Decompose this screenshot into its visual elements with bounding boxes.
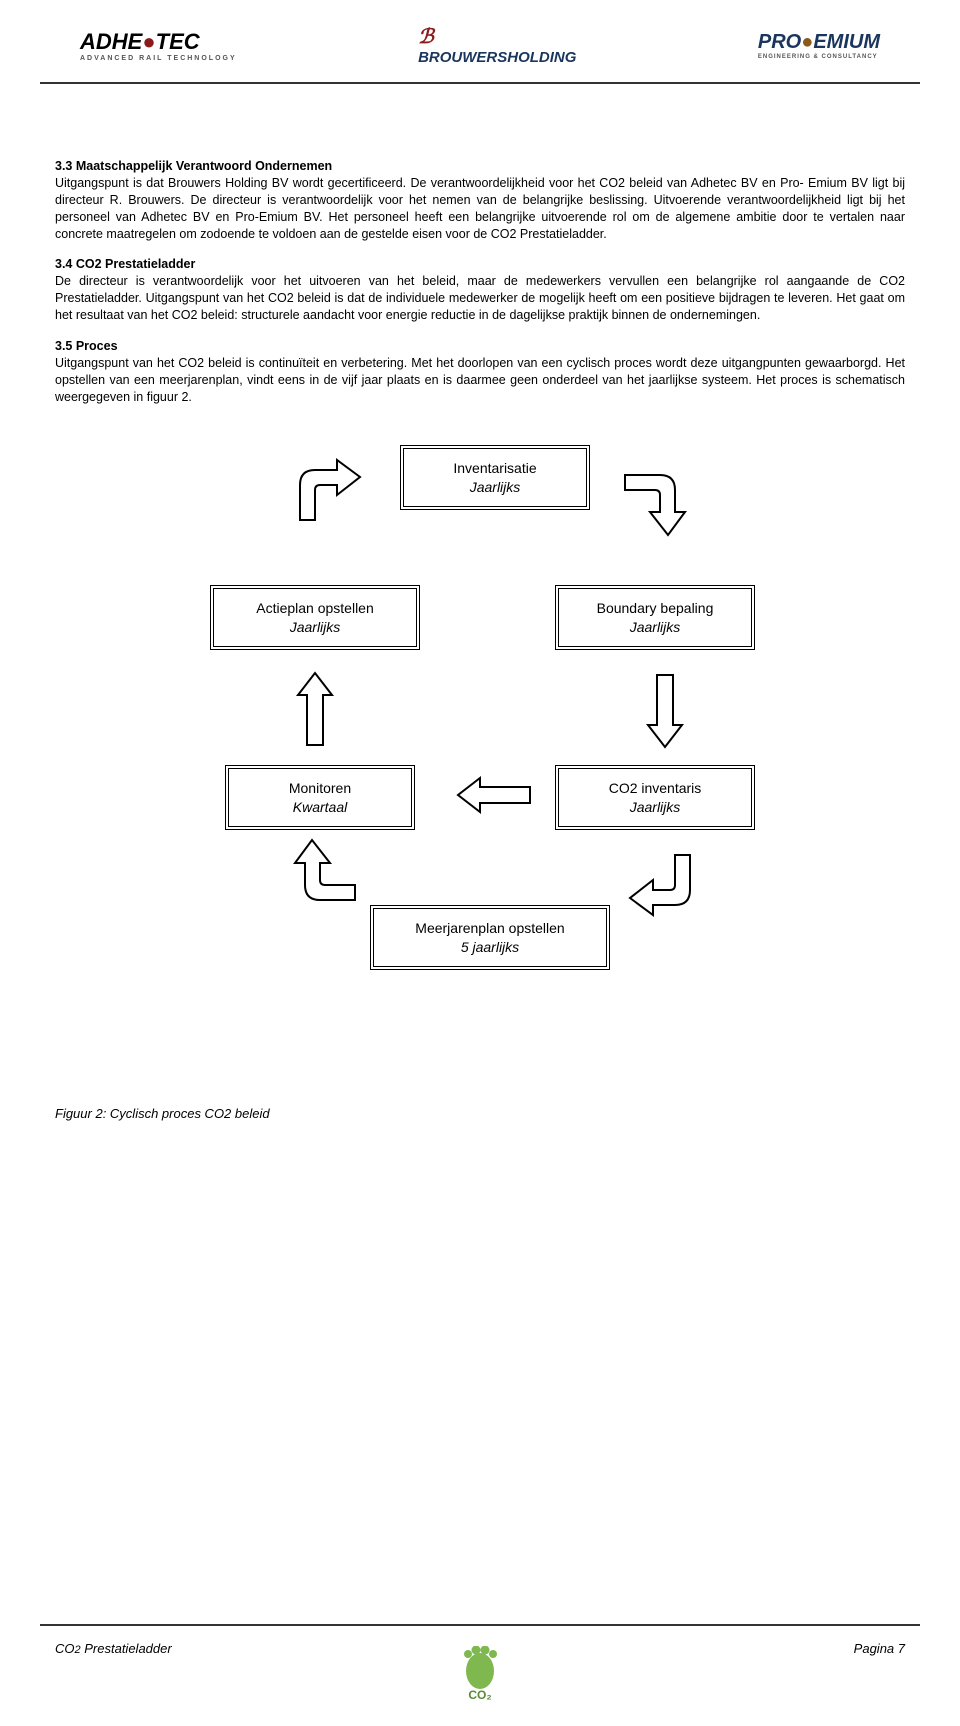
- heading-35: 3.5 Proces: [55, 338, 905, 355]
- node-sub: Jaarlijks: [228, 618, 402, 636]
- node-n6: Actieplan opstellen Jaarlijks: [210, 585, 420, 649]
- heading-34: 3.4 CO2 Prestatieladder: [55, 256, 905, 273]
- logo-adhetec-text: ADHE: [80, 29, 142, 54]
- node-n3: CO2 inventaris Jaarlijks: [555, 765, 755, 829]
- body-33: Uitgangspunt is dat Brouwers Holding BV …: [55, 175, 905, 243]
- footer-right: Pagina 7: [854, 1641, 905, 1656]
- node-n1: Inventarisatie Jaarlijks: [400, 445, 590, 509]
- heading-33: 3.3 Maatschappelijk Verantwoord Ondernem…: [55, 158, 905, 175]
- logo-brouwers: ℬ BROUWERSHOLDING: [418, 20, 576, 70]
- node-title: Monitoren: [289, 780, 351, 796]
- node-title: Meerjarenplan opstellen: [415, 920, 564, 936]
- logo-adhetec-suffix: TEC: [156, 29, 200, 54]
- body-34: De directeur is verantwoordelijk voor he…: [55, 273, 905, 324]
- footer-separator: [40, 1624, 920, 1626]
- node-title: Boundary bepaling: [597, 600, 714, 616]
- logo-proemium-tag: ENGINEERING & CONSULTANCY: [758, 54, 880, 60]
- node-sub: Jaarlijks: [573, 618, 737, 636]
- logo-brouwers-text: BROUWERSHOLDING: [418, 49, 576, 66]
- node-sub: Jaarlijks: [573, 798, 737, 816]
- footer-left: CO2 CO2 PrestatieladderPrestatieladder: [55, 1641, 172, 1656]
- node-title: Actieplan opstellen: [256, 600, 374, 616]
- logo-proemium-accent: ●: [801, 31, 813, 53]
- node-title: Inventarisatie: [453, 460, 536, 476]
- logo-adhetec-tag: ADVANCED RAIL TECHNOLOGY: [80, 55, 237, 62]
- logo-adhetec-dot: ●: [142, 29, 155, 54]
- figure-caption: Figuur 2: Cyclisch proces CO2 beleid: [55, 1105, 905, 1123]
- process-diagram: InventarisatieJaarlijksBoundary bepaling…: [155, 445, 855, 1065]
- node-title: CO2 inventaris: [609, 780, 702, 796]
- co2-footprint-icon: CO₂: [450, 1646, 510, 1711]
- content-area: 3.3 Maatschappelijk Verantwoord Ondernem…: [0, 84, 960, 1123]
- logo-adhetec: ADHE●TEC ADVANCED RAIL TECHNOLOGY: [80, 20, 237, 70]
- logo-proemium: PRO●EMIUM ENGINEERING & CONSULTANCY: [758, 20, 880, 70]
- logo-proemium-suffix: EMIUM: [813, 31, 880, 53]
- node-sub: Jaarlijks: [418, 478, 572, 496]
- logo-proemium-prefix: PRO: [758, 31, 801, 53]
- page-header: ADHE●TEC ADVANCED RAIL TECHNOLOGY ℬ BROU…: [40, 0, 920, 84]
- body-35: Uitgangspunt van het CO2 beleid is conti…: [55, 355, 905, 406]
- node-sub: 5 jaarlijks: [388, 938, 592, 956]
- brouwers-b-icon: ℬ: [418, 26, 434, 48]
- node-n5: Monitoren Kwartaal: [225, 765, 415, 829]
- node-n4: Meerjarenplan opstellen 5 jaarlijks: [370, 905, 610, 969]
- node-n2: Boundary bepaling Jaarlijks: [555, 585, 755, 649]
- node-sub: Kwartaal: [243, 798, 397, 816]
- co2-label: CO₂: [468, 1688, 491, 1702]
